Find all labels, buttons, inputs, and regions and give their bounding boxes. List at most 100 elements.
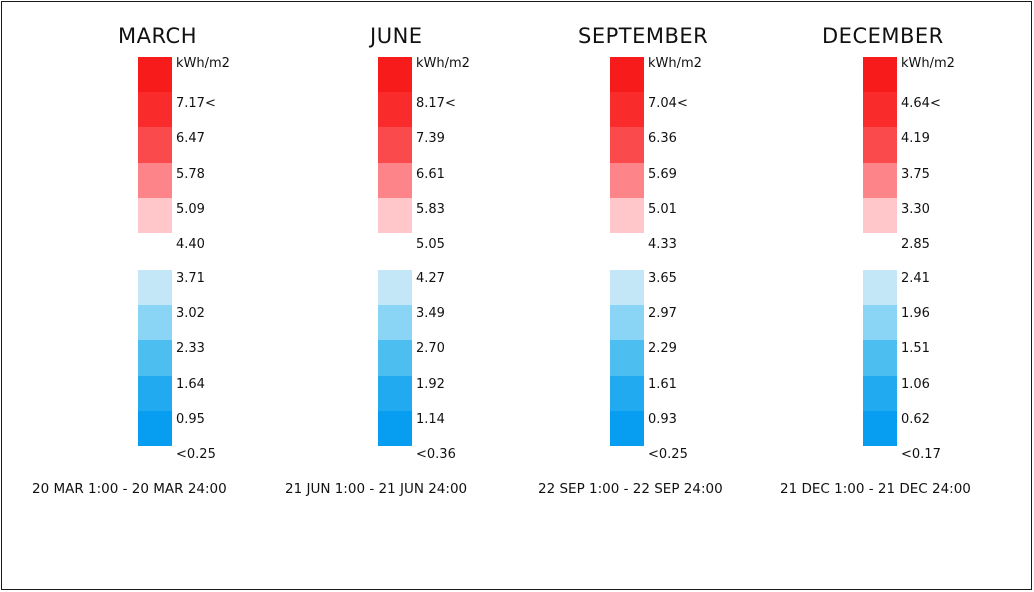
tick-label: 5.83 bbox=[416, 201, 445, 217]
color-swatch-high bbox=[610, 92, 644, 128]
color-swatch-low bbox=[138, 410, 172, 446]
color-swatch-high bbox=[863, 92, 897, 128]
unit-label: kWh/m2 bbox=[416, 56, 470, 71]
unit-label: kWh/m2 bbox=[901, 56, 955, 71]
tick-label: 2.29 bbox=[648, 341, 677, 357]
color-swatch-high bbox=[138, 197, 172, 233]
tick-label: 5.69 bbox=[648, 166, 677, 182]
tick-label: 1.61 bbox=[648, 376, 677, 392]
color-swatch-high bbox=[610, 162, 644, 198]
tick-label: 7.39 bbox=[416, 131, 445, 147]
tick-label: 7.17< bbox=[176, 96, 216, 112]
unit-label: kWh/m2 bbox=[176, 56, 230, 71]
period-label: 21 DEC 1:00 - 21 DEC 24:00 bbox=[780, 481, 971, 497]
color-swatch-low bbox=[863, 375, 897, 411]
color-swatch-low bbox=[138, 340, 172, 376]
color-swatch-high bbox=[863, 57, 897, 93]
tick-label: 5.05 bbox=[416, 237, 445, 252]
color-swatch-low bbox=[610, 410, 644, 446]
legend-title: MARCH bbox=[118, 24, 197, 48]
tick-label: 2.41 bbox=[901, 271, 930, 286]
color-swatch-low bbox=[378, 270, 412, 306]
color-swatch-high bbox=[138, 127, 172, 163]
period-label: 20 MAR 1:00 - 20 MAR 24:00 bbox=[32, 481, 227, 497]
tick-label: 6.47 bbox=[176, 131, 205, 147]
tick-label: 4.33 bbox=[648, 237, 677, 252]
tick-label: 1.06 bbox=[901, 376, 930, 392]
color-swatch-high bbox=[378, 127, 412, 163]
tick-label: <0.25 bbox=[176, 447, 216, 462]
color-swatch-low bbox=[863, 410, 897, 446]
color-swatch-low bbox=[610, 270, 644, 306]
tick-label: 6.61 bbox=[416, 166, 445, 182]
color-swatch-low bbox=[610, 375, 644, 411]
color-swatch-low bbox=[378, 410, 412, 446]
tick-label: 1.96 bbox=[901, 306, 930, 322]
tick-label: 5.09 bbox=[176, 201, 205, 217]
tick-label: 0.62 bbox=[901, 411, 930, 427]
period-label: 21 JUN 1:00 - 21 JUN 24:00 bbox=[285, 481, 468, 497]
tick-label: 1.51 bbox=[901, 341, 930, 357]
color-swatch-high bbox=[610, 57, 644, 93]
tick-label: <0.25 bbox=[648, 447, 688, 462]
legend-title: SEPTEMBER bbox=[578, 24, 709, 48]
tick-label: 6.36 bbox=[648, 131, 677, 147]
color-swatch-low bbox=[138, 375, 172, 411]
color-swatch-low bbox=[378, 305, 412, 341]
tick-label: 3.30 bbox=[901, 201, 930, 217]
tick-label: <0.17 bbox=[901, 447, 941, 462]
color-swatch-low bbox=[863, 305, 897, 341]
legend-march: MARCH kWh/m2 7.17< 6.47 5.78 5.09 4.40 3.71 3.02… bbox=[32, 24, 230, 497]
legend-june: JUNE kWh/m2 8.17< 7.39 6.61 5.83 5.05 4.27 3.49 2… bbox=[285, 24, 470, 497]
tick-label: 2.97 bbox=[648, 306, 677, 322]
tick-label: 3.49 bbox=[416, 306, 445, 322]
color-swatch-high bbox=[863, 127, 897, 163]
tick-label: 8.17< bbox=[416, 96, 456, 112]
color-swatch-high bbox=[138, 57, 172, 93]
color-swatch-low bbox=[863, 340, 897, 376]
tick-label: 5.78 bbox=[176, 166, 205, 182]
tick-label: 0.93 bbox=[648, 411, 677, 427]
tick-label: 3.02 bbox=[176, 306, 205, 322]
color-swatch-high bbox=[378, 92, 412, 128]
color-swatch-low bbox=[863, 270, 897, 306]
tick-label: 1.92 bbox=[416, 376, 445, 392]
tick-label: 7.04< bbox=[648, 96, 688, 112]
period-label: 22 SEP 1:00 - 22 SEP 24:00 bbox=[538, 481, 723, 497]
tick-label: 3.71 bbox=[176, 271, 205, 286]
color-swatch-high bbox=[378, 162, 412, 198]
tick-label: 2.33 bbox=[176, 341, 205, 357]
color-swatch-high bbox=[610, 197, 644, 233]
tick-label: 4.64< bbox=[901, 96, 941, 112]
tick-label: 3.75 bbox=[901, 166, 930, 182]
tick-label: 2.70 bbox=[416, 341, 445, 357]
color-swatch-low bbox=[138, 270, 172, 306]
color-swatch-high bbox=[138, 92, 172, 128]
legend-title: DECEMBER bbox=[822, 24, 944, 48]
legend-december: DECEMBER kWh/m2 4.64< 4.19 3.75 3.30 2.85 2.41 1… bbox=[780, 24, 971, 497]
color-swatch-high bbox=[863, 197, 897, 233]
tick-label: 4.27 bbox=[416, 271, 445, 286]
legend-september: SEPTEMBER kWh/m2 7.04< 6.36 5.69 5.01 4.33 3.65… bbox=[538, 24, 723, 497]
tick-label: 4.40 bbox=[176, 237, 205, 252]
tick-label: 3.65 bbox=[648, 271, 677, 286]
legend-title: JUNE bbox=[370, 24, 423, 48]
color-swatch-low bbox=[138, 305, 172, 341]
color-swatch-low bbox=[378, 375, 412, 411]
color-swatch-low bbox=[610, 305, 644, 341]
tick-label: 0.95 bbox=[176, 411, 205, 427]
color-swatch-high bbox=[378, 57, 412, 93]
tick-label: <0.36 bbox=[416, 447, 456, 462]
color-swatch-high bbox=[378, 197, 412, 233]
unit-label: kWh/m2 bbox=[648, 56, 702, 71]
color-swatch-high bbox=[610, 127, 644, 163]
tick-label: 1.64 bbox=[176, 376, 205, 392]
color-swatch-low bbox=[378, 340, 412, 376]
tick-label: 1.14 bbox=[416, 411, 445, 427]
tick-label: 4.19 bbox=[901, 131, 930, 147]
tick-label: 5.01 bbox=[648, 201, 677, 217]
color-swatch-high bbox=[863, 162, 897, 198]
color-swatch-low bbox=[610, 340, 644, 376]
tick-label: 2.85 bbox=[901, 237, 930, 252]
